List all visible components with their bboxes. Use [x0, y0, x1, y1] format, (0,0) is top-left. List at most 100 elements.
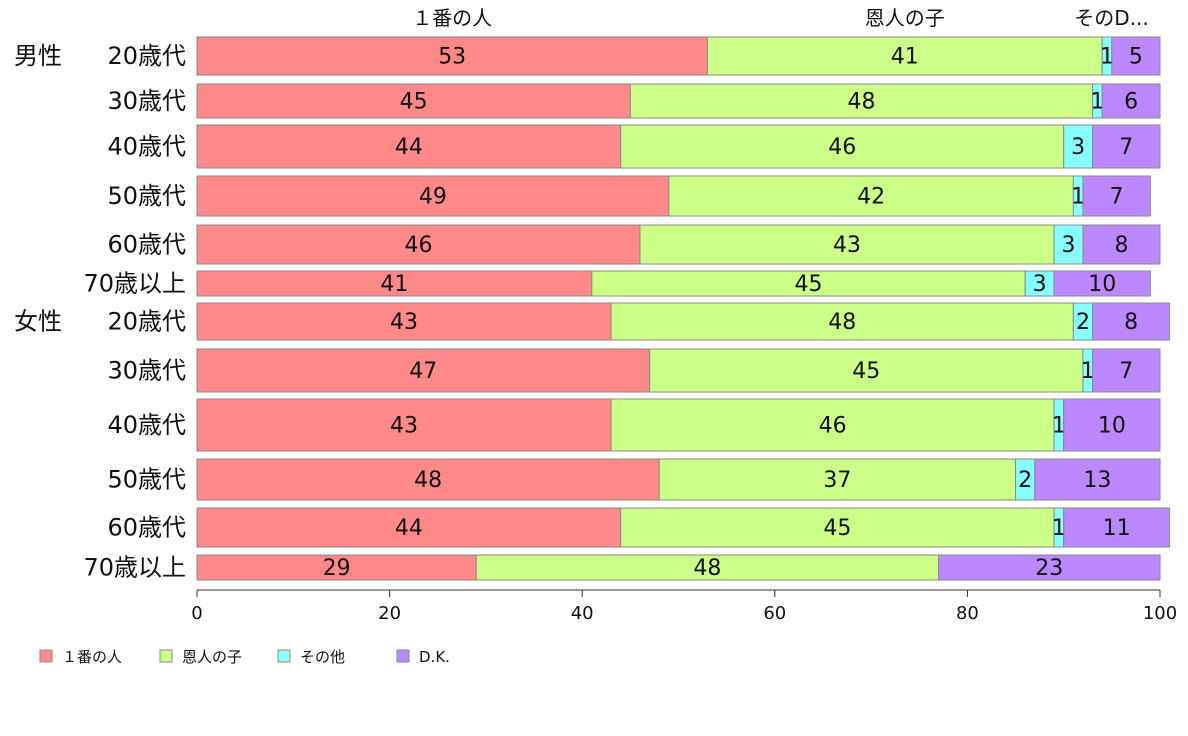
data-label: 53: [438, 45, 466, 70]
data-label: 3: [1071, 135, 1085, 160]
bar-segment: [591, 270, 1026, 297]
category-label: 60歳代: [107, 514, 186, 542]
bar-segment: [620, 124, 1065, 169]
category-label: 70歳以上: [83, 270, 186, 298]
data-label: 10: [1088, 272, 1116, 297]
bar-row: 41 45 3 10: [196, 270, 1151, 297]
bar-row: 49 42 1 7: [196, 175, 1151, 217]
group-label: 女性: [14, 308, 62, 336]
data-label: 42: [857, 185, 885, 210]
bar-segment: [1092, 302, 1171, 341]
data-label: 11: [1103, 516, 1131, 541]
data-label: 45: [823, 516, 851, 541]
data-label: 41: [891, 45, 919, 70]
category-label: 40歳代: [107, 133, 186, 161]
bar-segment: [196, 398, 612, 452]
bar-segment: [620, 507, 1055, 548]
category-label: 20歳代: [107, 308, 186, 336]
bar-segment: [1101, 83, 1161, 119]
data-label: 7: [1119, 359, 1133, 384]
data-label: 6: [1124, 90, 1138, 115]
data-label: 41: [380, 272, 408, 297]
legend-item: D.K.: [396, 648, 450, 666]
category-label: 30歳代: [107, 87, 186, 115]
data-label: 43: [390, 310, 418, 335]
bar-row: 45 48 1 6: [196, 83, 1161, 119]
bar-segment: [658, 458, 1017, 501]
bar-row: 43 46 1 10: [196, 398, 1161, 452]
bar-segment: [1063, 398, 1161, 452]
x-tick-label: 60: [763, 603, 786, 624]
bar-row: 46 43 3 8: [196, 224, 1161, 265]
data-label: 46: [819, 414, 847, 439]
data-label: 7: [1119, 135, 1133, 160]
bar-segment: [1111, 36, 1161, 76]
bar-segment: [639, 224, 1055, 265]
top-series-label: そのD...: [1074, 6, 1148, 30]
bar-segment: [196, 348, 651, 393]
data-label: 1: [1090, 90, 1104, 115]
top-series-label: 恩人の子: [865, 6, 945, 30]
top-series-labels: １番の人 恩人の子 そのD...: [412, 6, 1149, 30]
bar-segment: [1092, 348, 1161, 393]
legend-item: その他: [277, 648, 345, 666]
legend-label: 恩人の子: [182, 648, 242, 666]
bar-segment: [196, 458, 660, 501]
bar-segment: [1053, 270, 1151, 297]
data-label: 48: [414, 468, 442, 493]
x-tick-label: 20: [378, 603, 401, 624]
data-label: 8: [1114, 233, 1128, 258]
legend-item: １番の人: [39, 648, 122, 666]
bar-segment: [196, 270, 593, 297]
category-label: 70歳以上: [83, 554, 186, 582]
bar-segment: [196, 83, 631, 119]
bar-segment: [196, 224, 641, 265]
data-label: 2: [1076, 310, 1090, 335]
data-label: 2: [1018, 468, 1032, 493]
x-tick-label: 80: [956, 603, 979, 624]
bar-segment: [196, 554, 477, 581]
bar-row: 44 46 3 7: [196, 124, 1161, 169]
legend-swatch: [396, 649, 410, 663]
category-label: 50歳代: [107, 466, 186, 494]
data-label: 1: [1081, 359, 1095, 384]
bar-segment: [610, 398, 1055, 452]
bar-segment: [649, 348, 1084, 393]
bar-row: 29 48 23: [196, 554, 1161, 581]
data-label: 10: [1098, 414, 1126, 439]
category-label: 40歳代: [107, 411, 186, 439]
legend-item: 恩人の子: [159, 648, 242, 666]
legend-swatch: [277, 649, 291, 663]
data-label: 48: [828, 310, 856, 335]
bar-segment: [1024, 270, 1055, 297]
x-axis: 0 20 40 60 80 100: [191, 589, 1177, 624]
data-label: 8: [1124, 310, 1138, 335]
top-series-label: １番の人: [412, 6, 492, 30]
legend-label: D.K.: [419, 648, 450, 666]
bar-segment: [610, 302, 1074, 341]
data-label: 46: [828, 135, 856, 160]
data-label: 48: [847, 90, 875, 115]
bar-segment: [1034, 458, 1161, 501]
data-label: 29: [323, 556, 351, 581]
bar-segment: [1092, 124, 1161, 169]
legend-swatch: [39, 649, 53, 663]
category-label: 20歳代: [107, 42, 186, 70]
data-label: 3: [1062, 233, 1076, 258]
bar-row: 48 37 2 13: [196, 458, 1161, 501]
bar-row: 44 45 1 11: [196, 507, 1171, 548]
category-label: 50歳代: [107, 182, 186, 210]
x-tick-label: 40: [571, 603, 594, 624]
data-label: 5: [1129, 45, 1143, 70]
group-label: 男性: [14, 42, 62, 70]
x-tick-label: 0: [191, 603, 202, 624]
data-label: 45: [795, 272, 823, 297]
data-label: 44: [395, 135, 423, 160]
bar-segment: [196, 124, 622, 169]
legend-label: その他: [300, 648, 345, 666]
bar-row: 43 48 2 8: [196, 302, 1171, 341]
bar-segment: [1082, 175, 1151, 217]
bar-segment: [1063, 507, 1171, 548]
